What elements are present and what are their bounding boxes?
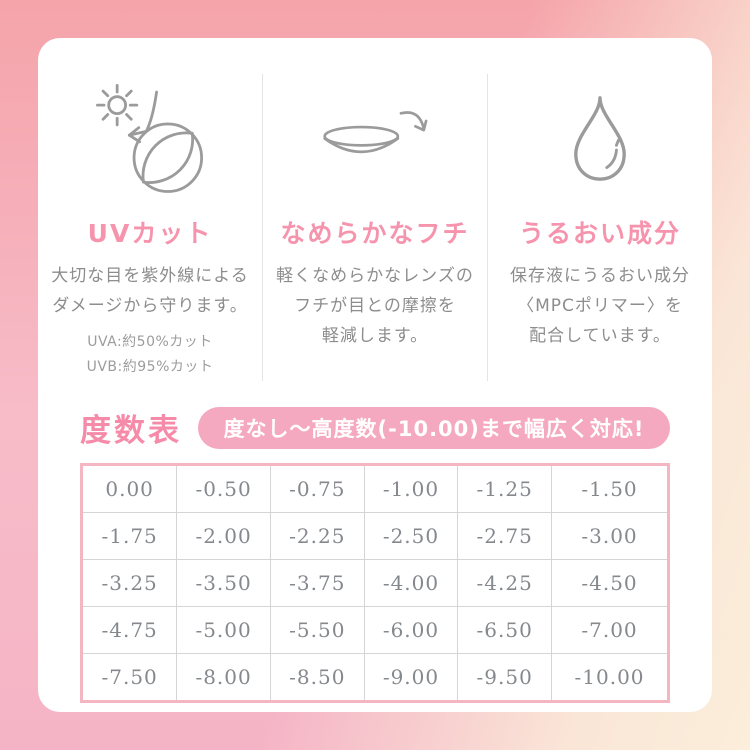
sun-uv-lens-icon	[96, 84, 204, 193]
power-cell: -9.00	[363, 653, 459, 703]
power-cell: -6.50	[457, 606, 553, 655]
power-cell: -7.50	[80, 653, 178, 703]
power-table-row: -3.25 -3.50 -3.75 -4.00 -4.25 -4.50	[80, 559, 669, 608]
feature-moisture: うるおい成分 保存液にうるおい成分 〈MPCポリマー〉を 配合しています。	[488, 74, 712, 381]
power-table-row: -7.50 -8.00 -8.50 -9.00 -9.50 -10.00	[80, 653, 669, 703]
feature-description-line: 軽減します。	[321, 325, 429, 346]
feature-title: なめらかなフチ	[280, 219, 470, 248]
feature-description-line: ダメージから守ります。	[52, 295, 248, 316]
power-cell: 0.00	[80, 464, 178, 514]
power-cell: -3.00	[551, 512, 669, 561]
power-cell: -10.00	[551, 653, 669, 703]
power-cell: -5.00	[176, 606, 271, 655]
power-cell: -3.25	[80, 559, 178, 608]
feature-description-line: 保存液にうるおい成分	[510, 266, 690, 286]
feature-title: UVカット	[87, 219, 213, 248]
power-section: 度数表 度なし〜高度数(-10.00)まで幅広く対応! 0.00 -0.50 -0.…	[38, 405, 712, 704]
power-table-heading: 度数表	[80, 413, 182, 450]
feature-icon-box	[46, 74, 254, 202]
feature-description-line: 〈MPCポリマー〉を	[517, 295, 683, 316]
power-cell: -5.50	[269, 606, 365, 655]
power-cell: -9.50	[457, 653, 553, 703]
water-drop-icon	[574, 95, 626, 181]
product-info-card: UVカット 大切な目を紫外線による ダメージから守ります。 UVA:約50%カッ…	[38, 38, 712, 712]
power-cell: -7.00	[551, 606, 669, 655]
feature-description-line: 大切な目を紫外線による	[51, 266, 249, 286]
power-section-header: 度数表 度なし〜高度数(-10.00)まで幅広く対応!	[80, 405, 670, 450]
lens-smooth-edge-icon	[323, 110, 428, 153]
feature-title: うるおい成分	[518, 219, 681, 248]
feature-description: 保存液にうるおい成分 〈MPCポリマー〉を 配合しています。	[496, 262, 704, 351]
feature-list: UVカット 大切な目を紫外線による ダメージから守ります。 UVA:約50%カッ…	[38, 38, 712, 382]
power-range-banner: 度なし〜高度数(-10.00)まで幅広く対応!	[198, 406, 670, 449]
uva-note: UVA:約50%カット	[87, 333, 213, 350]
power-cell: -0.50	[176, 464, 271, 514]
power-cell: -4.00	[363, 559, 459, 608]
feature-icon-box	[496, 74, 704, 202]
power-cell: -4.25	[457, 559, 553, 608]
power-cell: -1.50	[551, 464, 669, 514]
power-cell: -0.75	[269, 464, 365, 514]
power-cell: -4.50	[551, 559, 669, 608]
uvb-note: UVB:約95%カット	[86, 359, 214, 376]
power-cell: -2.50	[363, 512, 459, 561]
power-cell: -6.00	[363, 606, 459, 655]
power-cell: -2.75	[457, 512, 553, 561]
feature-description-line: 軽くなめらかなレンズの	[276, 266, 474, 286]
power-table: 0.00 -0.50 -0.75 -1.00 -1.25 -1.50 -1.75 -2.00-…	[80, 463, 670, 704]
feature-description: 大切な目を紫外線による ダメージから守ります。	[46, 262, 254, 322]
power-cell: -1.25	[457, 464, 553, 514]
power-cell: -1.00	[363, 464, 459, 514]
feature-description-line: フチが目との摩擦を	[294, 295, 456, 316]
power-cell: -3.75	[269, 559, 365, 608]
power-table-row: 0.00 -0.50 -0.75 -1.00 -1.25 -1.50	[80, 464, 669, 514]
feature-smooth-edge: なめらかなフチ 軽くなめらかなレンズの フチが目との摩擦を 軽減します。	[262, 74, 488, 382]
power-cell: -8.50	[269, 653, 365, 703]
power-table-row: -1.75 -2.00 -2.25 -2.50 -2.75 -3.00	[80, 512, 669, 561]
power-cell: -3.50	[176, 559, 271, 608]
power-table-row: -4.75 -5.00 -5.50 -6.00 -6.50 -7.00	[80, 606, 669, 655]
power-cell: -1.75	[80, 512, 178, 561]
power-cell: -4.75	[80, 606, 178, 655]
power-table-body: 0.00 -0.50 -0.75 -1.00 -1.25 -1.50 -1.75 -2.00-…	[80, 464, 669, 703]
power-cell: -2.25	[269, 512, 365, 561]
power-cell: -8.00	[176, 653, 271, 703]
feature-uv-cut: UVカット 大切な目を紫外線による ダメージから守ります。 UVA:約50%カッ…	[38, 74, 262, 381]
feature-icon-box	[271, 74, 479, 202]
feature-description: 軽くなめらかなレンズの フチが目との摩擦を 軽減します。	[271, 262, 479, 351]
uv-cut-notes: UVA:約50%カット UVB:約95%カット	[46, 330, 254, 382]
power-cell: -2.00	[176, 512, 271, 561]
feature-description-line: 配合しています。	[529, 325, 671, 346]
